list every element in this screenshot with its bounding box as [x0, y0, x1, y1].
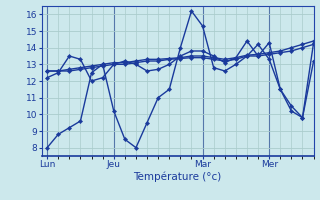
- X-axis label: Température (°c): Température (°c): [133, 172, 222, 182]
